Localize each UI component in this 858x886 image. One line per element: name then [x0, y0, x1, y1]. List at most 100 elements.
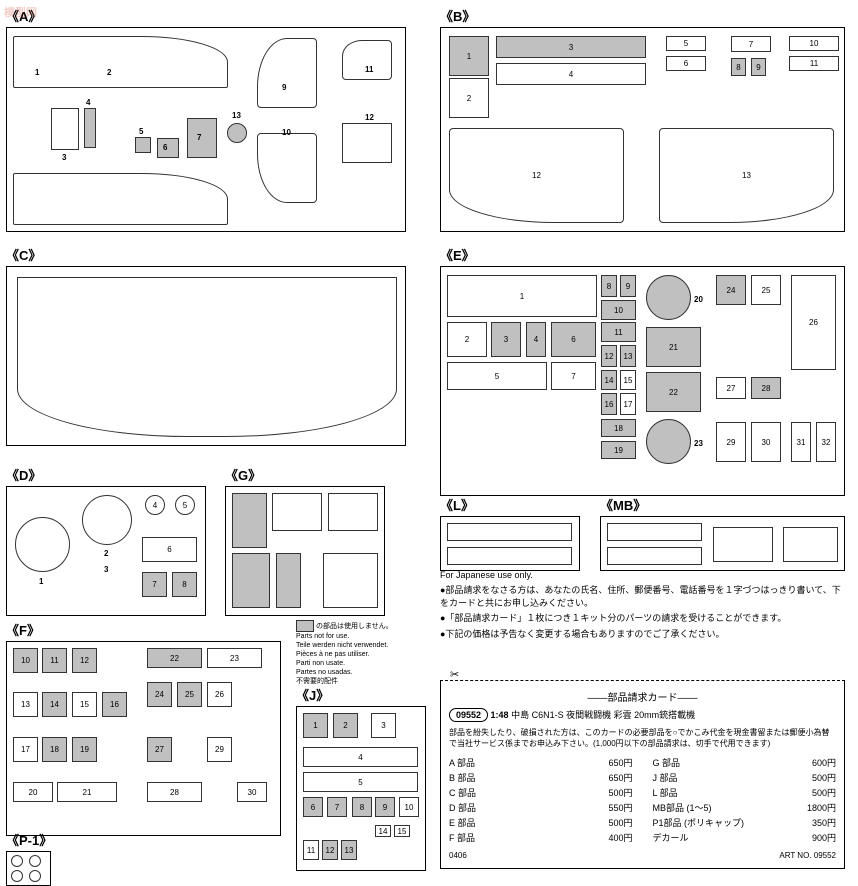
price-row-g: G 部品600円	[653, 755, 837, 770]
part-f15: 15	[72, 692, 97, 717]
sprue-p1-section: 《P-1》	[6, 830, 66, 886]
part-l2	[447, 547, 572, 565]
part-a-fuselage-bottom	[13, 173, 228, 225]
japanese-info: For Japanese use only. ●部品請求をなさる方は、あなたの氏…	[440, 570, 845, 640]
part-e14: 14	[601, 370, 617, 390]
price-row-d: D 部品550円	[449, 800, 633, 815]
part-e4: 4	[526, 322, 546, 357]
part-e27: 27	[716, 377, 746, 399]
part-a2-label: 2	[107, 68, 111, 77]
part-e15: 15	[620, 370, 636, 390]
notes-line1: の部品は使用しません。	[316, 623, 393, 630]
scissors-icon: ✂	[450, 668, 459, 681]
sprue-j-frame: 1 2 3 4 5 6 7 8 9 10 11 12 13 14 15	[296, 706, 426, 871]
price-row-decal: デカール900円	[653, 830, 837, 845]
part-f23: 23	[207, 648, 262, 668]
part-f28: 28	[147, 782, 202, 802]
part-f30: 30	[237, 782, 267, 802]
notes-line3: Teile werden nicht verwendet.	[296, 642, 388, 649]
part-e28: 28	[751, 377, 781, 399]
part-e20-label: 20	[694, 295, 703, 304]
part-e5: 5	[447, 362, 547, 390]
part-d6: 6	[142, 537, 197, 562]
part-g6	[323, 553, 378, 608]
part-d1	[15, 517, 70, 572]
part-e7: 7	[551, 362, 596, 390]
sprue-f-section: 《F》 10 11 12 13 14 15 16 17 18 19 20 21 …	[6, 620, 281, 836]
part-b3: 3	[496, 36, 646, 58]
part-p1-b	[29, 855, 41, 867]
part-j7: 7	[327, 797, 347, 817]
part-g5	[276, 553, 301, 608]
part-e11: 11	[601, 322, 636, 342]
part-j11: 11	[303, 840, 319, 860]
part-a9-label: 9	[282, 83, 286, 92]
art-no: 09552	[814, 851, 836, 860]
part-j14: 14	[375, 825, 391, 837]
part-j6: 6	[303, 797, 323, 817]
part-e19: 19	[601, 441, 636, 459]
part-e30: 30	[751, 422, 781, 462]
price-row-j: J 部品500円	[653, 770, 837, 785]
part-e17: 17	[620, 393, 636, 415]
part-f25: 25	[177, 682, 202, 707]
part-a4-label: 4	[86, 98, 90, 107]
part-p1-d	[29, 870, 41, 882]
part-a5	[135, 137, 151, 153]
part-f20: 20	[13, 782, 53, 802]
part-g4	[232, 553, 270, 608]
part-mb4	[783, 527, 838, 562]
part-mb3	[713, 527, 773, 562]
part-e3: 3	[491, 322, 521, 357]
notes-line6: Partes no usadas.	[296, 669, 352, 676]
part-f21: 21	[57, 782, 117, 802]
price-row-b: B 部品650円	[449, 770, 633, 785]
sprue-mb-section: 《MB》	[600, 495, 845, 571]
part-p1-c	[11, 870, 23, 882]
notes-line2: Parts not for use.	[296, 633, 349, 640]
part-j9: 9	[375, 797, 395, 817]
part-g2	[272, 493, 322, 531]
part-e1: 1	[447, 275, 597, 317]
art-no-label: ART NO.	[779, 851, 811, 860]
part-b9: 9	[751, 58, 766, 76]
sprue-d-frame: 1 2 3 4 5 6 7 8	[6, 486, 206, 616]
part-a7	[187, 118, 217, 158]
notes-line4: Pièces à ne pas utiliser.	[296, 651, 370, 658]
part-a10-label: 10	[282, 128, 291, 137]
part-j3: 3	[371, 713, 396, 738]
part-a12-label: 12	[365, 113, 374, 122]
part-b13: 13	[659, 128, 834, 223]
sprue-l-frame	[440, 516, 580, 571]
part-d1-label: 1	[39, 577, 43, 586]
part-b10: 10	[789, 36, 839, 51]
part-a6-label: 6	[163, 143, 167, 152]
part-e16: 16	[601, 393, 617, 415]
part-e22: 22	[646, 372, 701, 412]
part-j1: 1	[303, 713, 328, 738]
part-b11: 11	[789, 56, 839, 71]
part-j8: 8	[352, 797, 372, 817]
sprue-b-section: 《B》 1 2 3 4 5 6 7 8 9 10 11 12 13	[440, 6, 845, 232]
part-f22: 22	[147, 648, 202, 668]
watermark-text: 模型网	[4, 4, 37, 20]
part-d8: 8	[172, 572, 197, 597]
part-mb1	[607, 523, 702, 541]
part-b2: 2	[449, 78, 489, 118]
price-row-l: L 部品500円	[653, 785, 837, 800]
part-f19: 19	[72, 737, 97, 762]
sprue-b-label: 《B》	[440, 6, 845, 25]
part-f24: 24	[147, 682, 172, 707]
sprue-c-label: 《C》	[6, 245, 406, 264]
date-code: 0406	[449, 851, 467, 860]
price-row-c: C 部品500円	[449, 785, 633, 800]
part-p1-a	[11, 855, 23, 867]
price-instruction: 部品を紛失したり、破損された方は、このカードの必要部品を○でかこみ代金を現金書留…	[449, 727, 836, 749]
sprue-g-section: 《G》	[225, 465, 385, 616]
part-a5-label: 5	[139, 127, 143, 136]
part-e23-label: 23	[694, 439, 703, 448]
part-f13: 13	[13, 692, 38, 717]
part-e24: 24	[716, 275, 746, 305]
part-e9: 9	[620, 275, 636, 297]
part-d4: 4	[145, 495, 165, 515]
